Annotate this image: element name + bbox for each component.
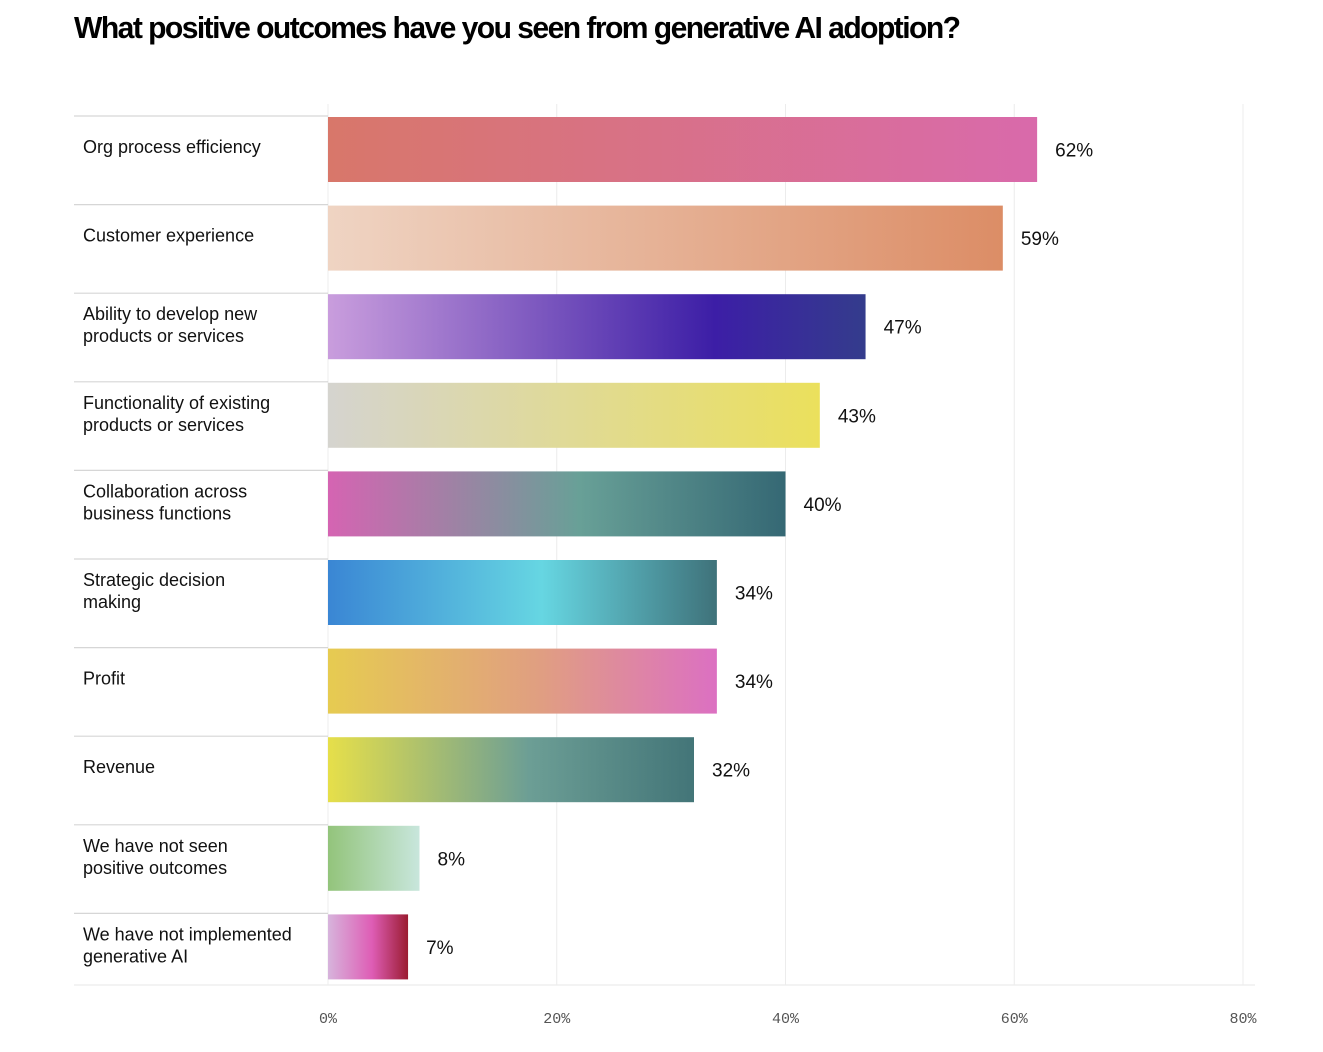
value-label: 32%: [712, 761, 750, 782]
bar: [328, 294, 866, 360]
category-label: Customer experience: [83, 226, 254, 246]
x-tick-label: 40%: [772, 1011, 800, 1028]
value-label: 7%: [426, 938, 454, 959]
bar: [328, 825, 420, 891]
category-label: Profit: [83, 669, 125, 689]
value-label: 8%: [438, 849, 466, 870]
value-label: 40%: [804, 495, 842, 516]
bar: [328, 737, 694, 803]
category-label: Functionality of existing products or ser…: [83, 393, 270, 435]
category-label: Ability to develop new products or servic…: [83, 304, 258, 346]
bar: [328, 648, 717, 714]
category-label: Revenue: [83, 757, 155, 777]
category-rows: Org process efficiency Customer experienc…: [74, 115, 328, 966]
bar: [328, 205, 1003, 271]
category-label: Strategic decision making: [83, 570, 225, 612]
category-label: Collaboration across business functions: [83, 481, 247, 523]
value-label: 47%: [884, 318, 922, 339]
x-tick-label: 0%: [319, 1011, 338, 1028]
x-axis-ticks: 0% 20% 40% 60% 80%: [319, 1011, 1258, 1028]
bar: [328, 560, 717, 625]
bar: [328, 117, 1038, 182]
category-label: We have not implemented generative AI: [83, 924, 292, 966]
chart-title: What positive outcomes have you seen fro…: [74, 10, 961, 45]
x-tick-label: 80%: [1229, 1011, 1257, 1028]
bar: [328, 471, 786, 537]
value-label: 34%: [735, 584, 773, 605]
x-tick-label: 20%: [543, 1011, 571, 1028]
value-label: 34%: [735, 672, 773, 693]
value-label: 62%: [1055, 141, 1093, 162]
bars: 62% 59% 47% 43% 40% 34% 34% 32% 8% 7%: [328, 117, 1093, 980]
bar: [328, 914, 409, 980]
value-label: 43%: [838, 406, 876, 427]
category-label: Org process efficiency: [83, 137, 261, 157]
x-tick-label: 60%: [1001, 1011, 1029, 1028]
value-label: 59%: [1021, 229, 1059, 250]
bar: [328, 382, 820, 448]
category-label: We have not seen positive outcomes: [83, 836, 228, 878]
